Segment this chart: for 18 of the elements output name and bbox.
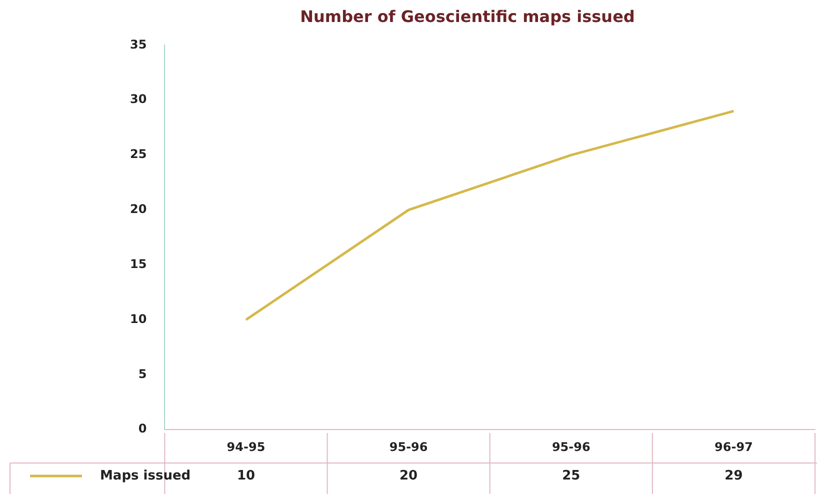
- data-label: 25: [562, 468, 580, 484]
- y-tick-label: 35: [130, 37, 147, 52]
- y-tick-label: 0: [138, 422, 147, 436]
- data-label: 20: [400, 468, 418, 484]
- y-tick-label: 25: [130, 147, 147, 162]
- chart-title: Number of Geoscientific maps issued: [300, 6, 635, 26]
- x-tick-label: 95-96: [389, 440, 428, 454]
- y-tick-label: 10: [130, 312, 147, 326]
- y-tick-label: 15: [130, 256, 147, 271]
- data-label: 29: [724, 468, 743, 484]
- x-tick-label: 95-96: [552, 440, 590, 454]
- y-tick-label: 20: [130, 202, 147, 216]
- y-tick-label: 30: [130, 92, 147, 106]
- data-label: 10: [236, 468, 256, 484]
- legend-label: Maps issued: [100, 468, 191, 484]
- x-tick-label: 96-97: [714, 440, 753, 454]
- y-tick-label: 5: [138, 366, 147, 381]
- x-tick-label: 94-95: [226, 440, 266, 454]
